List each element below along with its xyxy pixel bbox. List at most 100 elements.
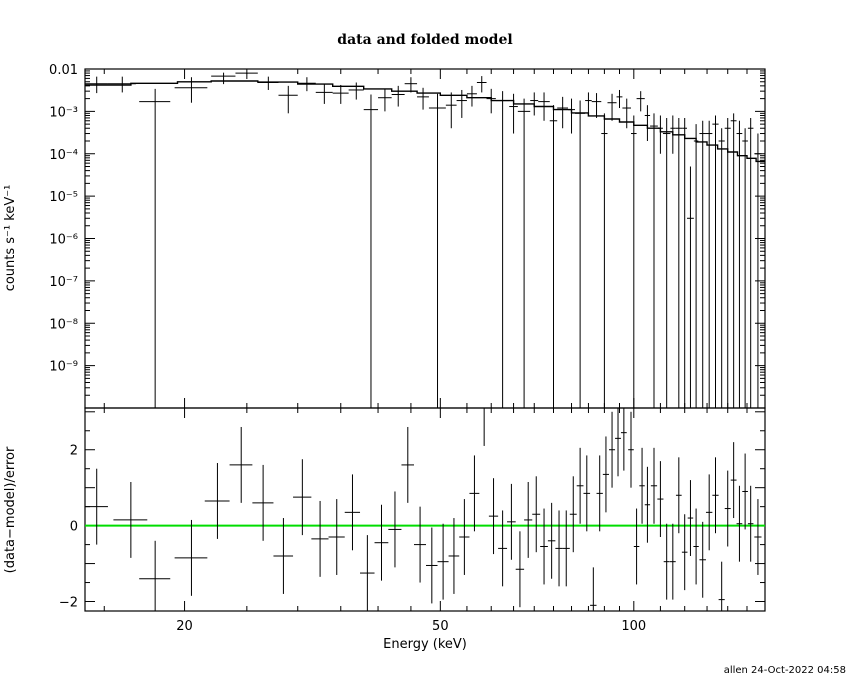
y-tick-label: 0.01	[49, 63, 78, 78]
data-point	[530, 92, 539, 116]
data-point	[675, 117, 683, 408]
residual-point	[712, 457, 719, 534]
x-tick-label: 50	[432, 619, 449, 634]
spectrum-axis-ticks	[85, 68, 766, 409]
residual-point	[730, 442, 737, 519]
data-point	[670, 115, 676, 154]
spectrum-panel: 0.01 10⁻³ 10⁻⁴ 10⁻⁵ 10⁻⁶ 10⁻⁷ 10⁻⁸ 10⁻⁹ counts …	[3, 63, 766, 409]
data-point	[601, 113, 608, 408]
residual-point	[590, 567, 597, 611]
spectrum-y-tick-labels: 0.01 10⁻³ 10⁻⁴ 10⁻⁵ 10⁻⁶ 10⁻⁷ 10⁻⁸ 10⁻⁹	[49, 63, 78, 375]
residual-point	[388, 491, 402, 568]
residual-point	[328, 499, 345, 575]
data-point	[456, 89, 467, 118]
residual-point	[747, 485, 754, 562]
x-tick-label: 100	[621, 619, 646, 634]
data-point	[235, 72, 258, 80]
x-axis-label: Energy (keV)	[383, 637, 467, 652]
residual-point	[252, 464, 274, 541]
spectrum-panel-frame	[84, 68, 766, 409]
data-point	[538, 92, 550, 121]
signature: allen 24-Oct-2022 04:58	[724, 665, 846, 676]
residual-point	[547, 502, 556, 579]
residual-point	[344, 474, 361, 551]
data-point	[682, 117, 688, 408]
data-point	[495, 91, 510, 408]
residual-point	[687, 480, 694, 556]
residual-y-tick-labels: −2 0 2	[59, 444, 78, 611]
residual-panel: −2 0 2 (data−model)/error	[3, 407, 766, 612]
data-point	[657, 115, 663, 154]
residual-point	[113, 481, 148, 558]
chart-title: data and folded model	[337, 32, 512, 48]
data-point	[557, 96, 569, 129]
data-point	[391, 85, 405, 107]
residual-point	[469, 455, 480, 532]
residual-point	[540, 508, 548, 585]
data-point	[585, 92, 592, 116]
residual-point	[437, 523, 449, 600]
residual-point	[459, 499, 470, 575]
data-point	[644, 105, 651, 141]
data-point	[348, 82, 364, 100]
residual-point	[311, 500, 329, 577]
data-point	[476, 76, 487, 93]
spectrum-y-axis-label: counts s⁻¹ keV⁻¹	[3, 185, 18, 292]
data-point	[363, 94, 379, 408]
data-point	[591, 93, 602, 118]
data-point	[736, 120, 743, 408]
residual-data-points	[85, 407, 762, 611]
residual-point	[644, 466, 651, 543]
data-point	[428, 93, 446, 408]
data-point	[574, 100, 586, 408]
residual-point	[448, 518, 460, 594]
data-point	[636, 91, 645, 112]
residual-point	[139, 540, 171, 611]
data-point	[699, 120, 706, 408]
residual-point	[609, 411, 616, 488]
residual-point	[754, 499, 762, 575]
data-point	[687, 166, 694, 408]
residual-point	[426, 527, 438, 604]
data-point	[517, 98, 531, 408]
residual-point	[602, 436, 610, 513]
residual-point	[85, 468, 108, 545]
residual-panel-frame	[84, 407, 766, 612]
residual-point	[498, 510, 508, 587]
residual-point	[628, 411, 634, 488]
y-tick-label: 10⁻⁷	[49, 275, 78, 290]
residual-point	[583, 455, 591, 532]
residual-point	[273, 518, 294, 594]
residual-point	[724, 470, 731, 547]
residual-point	[615, 408, 621, 477]
residual-point	[532, 476, 541, 553]
data-point	[662, 117, 671, 408]
residual-point	[401, 426, 415, 503]
data-point	[622, 98, 632, 129]
residual-point	[681, 514, 688, 591]
residual-point	[507, 483, 516, 560]
residual-point	[705, 474, 713, 551]
data-point	[297, 77, 316, 92]
y-tick-label: 10⁻⁸	[49, 317, 78, 332]
y-tick-label: 10⁻³	[49, 105, 78, 120]
residual-point	[620, 408, 627, 471]
y-tick-label: 10⁻⁹	[49, 360, 78, 375]
data-point	[607, 93, 617, 121]
residual-y-axis-label: (data−model)/error	[3, 446, 18, 573]
data-point	[712, 115, 719, 408]
residual-point	[576, 447, 584, 524]
residual-point	[663, 523, 670, 600]
residual-point	[488, 478, 499, 555]
data-point	[174, 77, 208, 103]
data-point	[718, 128, 725, 408]
data-point	[139, 88, 171, 408]
data-point	[257, 76, 279, 90]
residual-point	[669, 523, 676, 600]
data-point	[378, 88, 392, 112]
data-point	[486, 88, 496, 114]
residual-point	[293, 459, 312, 536]
residual-point	[742, 453, 748, 530]
residual-point	[569, 476, 577, 553]
